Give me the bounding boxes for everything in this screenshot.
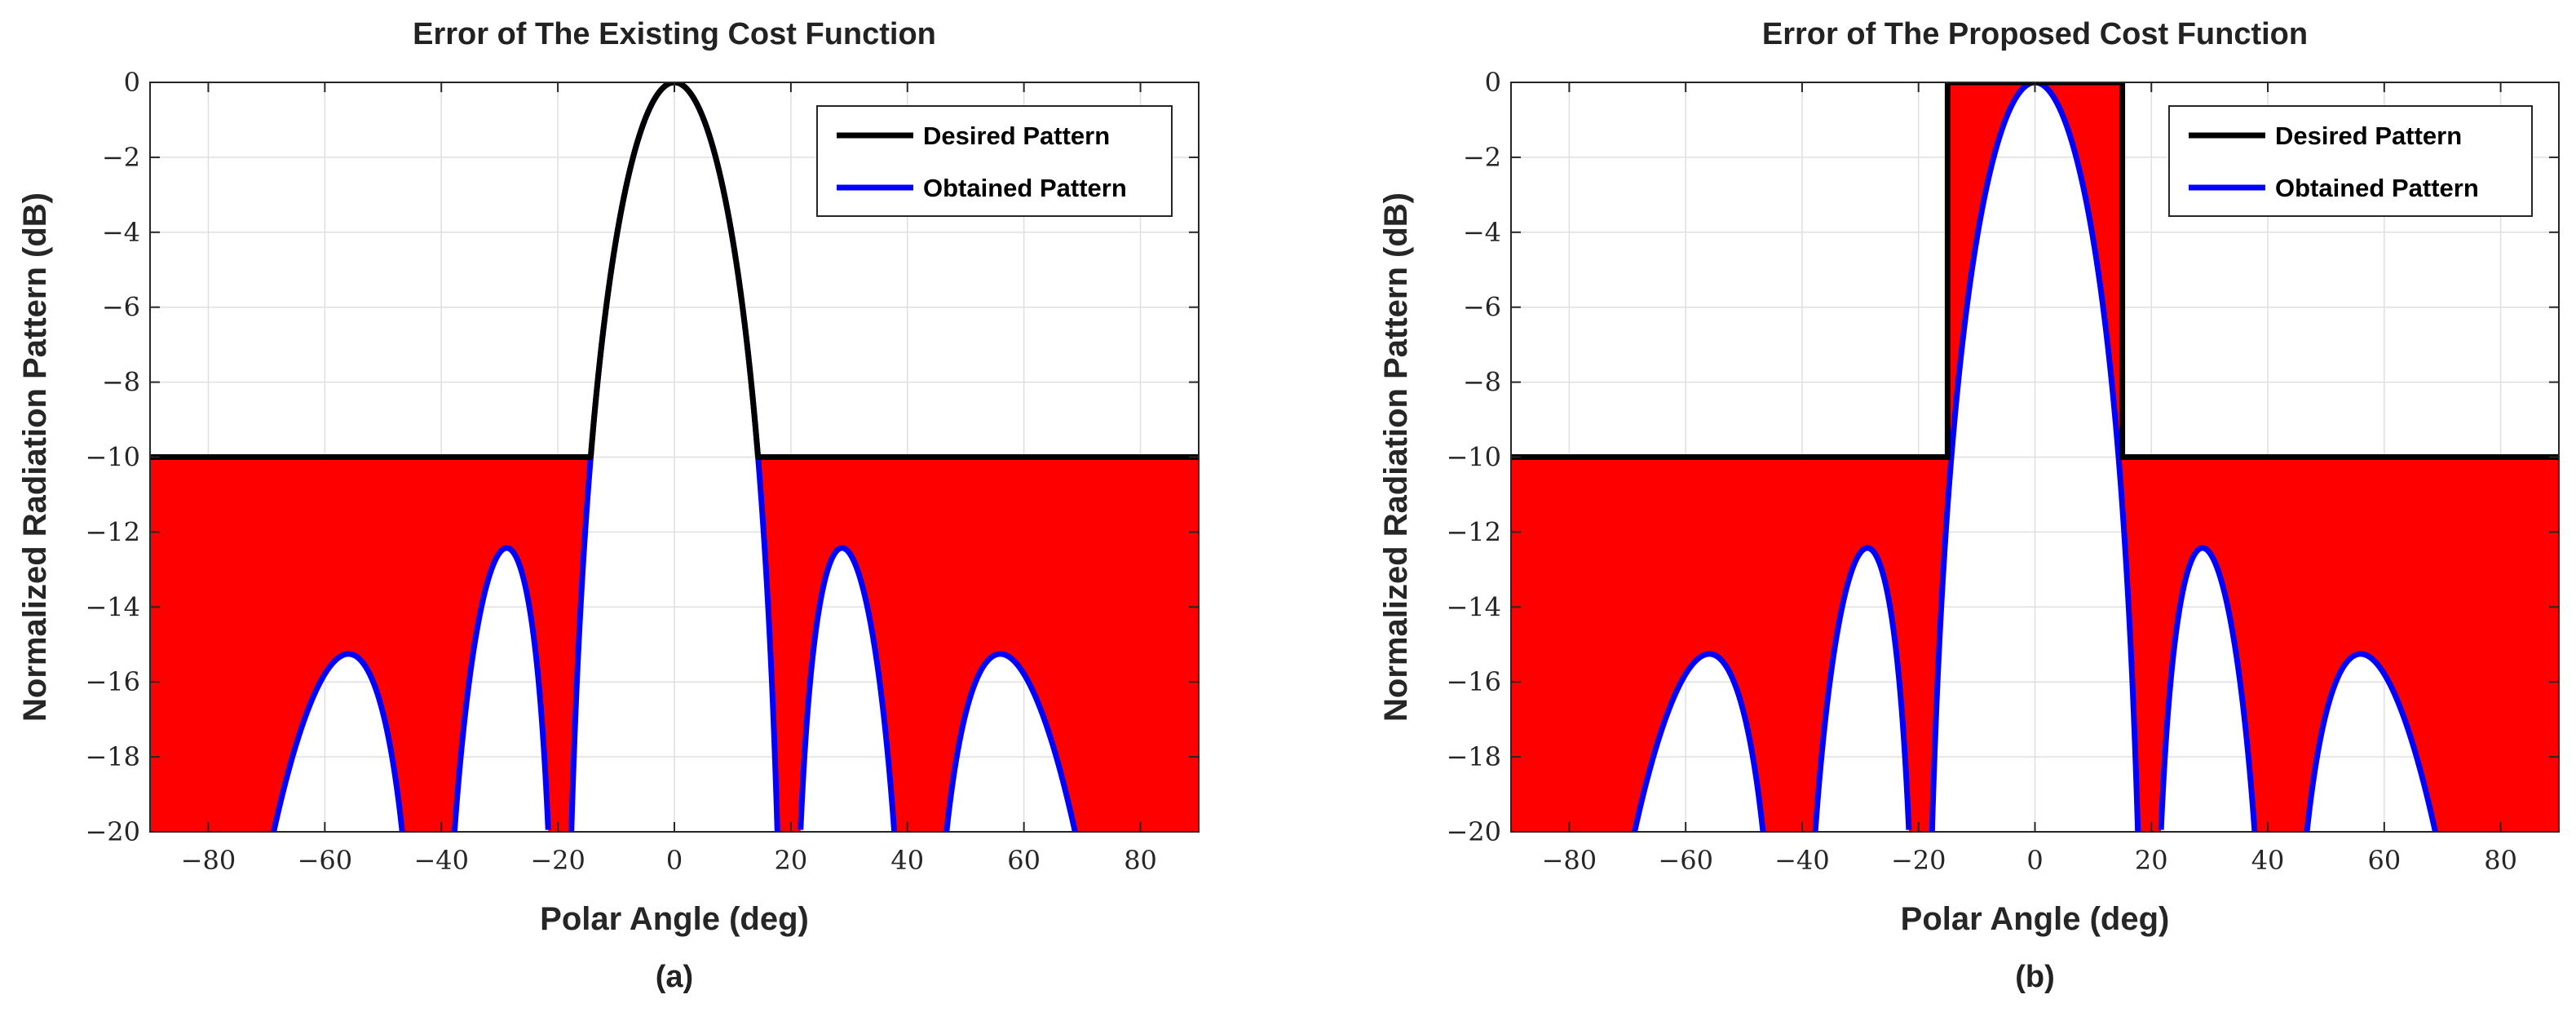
panel-b: −80 −60 −40 −20 0 20 40 60 80 0 −2 −4 −6 −8 −10 −12 −14 −… [1378, 17, 2560, 994]
obtained-pattern-lobe [2304, 651, 2438, 832]
x-tick-label: −40 [413, 845, 469, 876]
legend-box [816, 105, 1173, 217]
legend: Desired Pattern Obtained Pattern [816, 105, 1173, 217]
chart-title: Error of The Existing Cost Function [413, 17, 936, 51]
legend-label: Obtained Pattern [923, 174, 1127, 202]
panel-caption: (b) [2015, 960, 2055, 994]
y-tick-label: −8 [102, 367, 140, 398]
y-tick-label: −12 [1446, 516, 1501, 547]
obtained-pattern-lobe [1812, 545, 1912, 832]
x-tick-label: −20 [530, 845, 585, 876]
legend: Desired Pattern Obtained Pattern [2168, 105, 2533, 217]
y-tick-label: −12 [85, 516, 140, 547]
desired-pattern-line [150, 82, 1199, 460]
x-tick-label: −60 [1658, 845, 1713, 876]
y-tick-label: −20 [85, 816, 140, 847]
y-tick-label: −18 [1446, 741, 1501, 772]
desired-pattern-series [1511, 82, 2559, 460]
x-tick-label: 40 [890, 845, 924, 876]
desired-pattern-line [1511, 82, 2559, 460]
y-axis-label: Normalized Radiation Pattern (dB) [1378, 192, 1414, 722]
obtained-pattern-lobe [1632, 651, 1766, 832]
x-tick-label: −60 [298, 845, 353, 876]
y-tick-label: −14 [85, 591, 140, 622]
error-regions [150, 457, 1199, 832]
y-tick-label: −4 [102, 217, 140, 248]
y-tick-label: 0 [1485, 67, 1501, 98]
obtained-pattern-lobe [943, 651, 1078, 832]
x-tick-label: 0 [666, 845, 683, 876]
x-tick-label: 0 [2026, 845, 2043, 876]
obtained-pattern-lobe [451, 545, 551, 832]
legend-label: Desired Pattern [2275, 122, 2462, 150]
x-tick-label: 40 [2251, 845, 2285, 876]
y-tick-label: −2 [1463, 142, 1501, 173]
y-tick-label: −4 [1463, 217, 1501, 248]
x-tick-label: 80 [1124, 845, 1157, 876]
x-tick-label: 20 [775, 845, 808, 876]
x-tick-label: −40 [1774, 845, 1830, 876]
y-tick-label: −2 [102, 142, 140, 173]
error-region-below [150, 457, 591, 832]
y-tick-label: −10 [1446, 442, 1501, 473]
y-tick-label: −6 [102, 292, 140, 323]
desired-pattern-series [150, 82, 1199, 460]
x-axis-label: Polar Angle (deg) [540, 901, 809, 937]
y-tick-label: −8 [1463, 367, 1501, 398]
y-tick-label: −6 [1463, 292, 1501, 323]
panel-caption: (a) [656, 960, 693, 994]
legend-box [2168, 105, 2533, 217]
x-tick-label: −80 [1542, 845, 1597, 876]
x-tick-label: 20 [2135, 845, 2168, 876]
x-tick-label: 60 [2367, 845, 2401, 876]
y-tick-label: −10 [85, 442, 140, 473]
y-tick-label: −20 [1446, 816, 1501, 847]
y-tick-label: −16 [1446, 666, 1501, 697]
x-tick-label: −20 [1891, 845, 1946, 876]
error-region-below [758, 457, 1199, 832]
y-tick-label: −14 [1446, 591, 1501, 622]
x-tick-label: 60 [1007, 845, 1041, 876]
y-tick-label: 0 [124, 67, 140, 98]
obtained-pattern-lobe [1929, 82, 2141, 832]
chart-title: Error of The Proposed Cost Function [1762, 17, 2308, 51]
x-axis-label: Polar Angle (deg) [1901, 901, 2170, 937]
y-tick-label: −18 [85, 741, 140, 772]
legend-label: Obtained Pattern [2275, 174, 2479, 202]
obtained-pattern-series [1632, 82, 2438, 832]
x-tick-label: −80 [181, 845, 236, 876]
panel-a: −80 −60 −40 −20 0 20 40 60 80 0 −2 −4 −6 −8 −10 −12 −14 −… [17, 17, 1200, 994]
legend-label: Desired Pattern [923, 122, 1110, 150]
obtained-pattern-lobe [271, 651, 405, 832]
obtained-pattern-lobe [2158, 545, 2258, 832]
y-tick-label: −16 [85, 666, 140, 697]
y-axis-label: Normalized Radiation Pattern (dB) [17, 192, 53, 722]
obtained-pattern-lobe [798, 545, 898, 832]
x-tick-label: 80 [2484, 845, 2517, 876]
